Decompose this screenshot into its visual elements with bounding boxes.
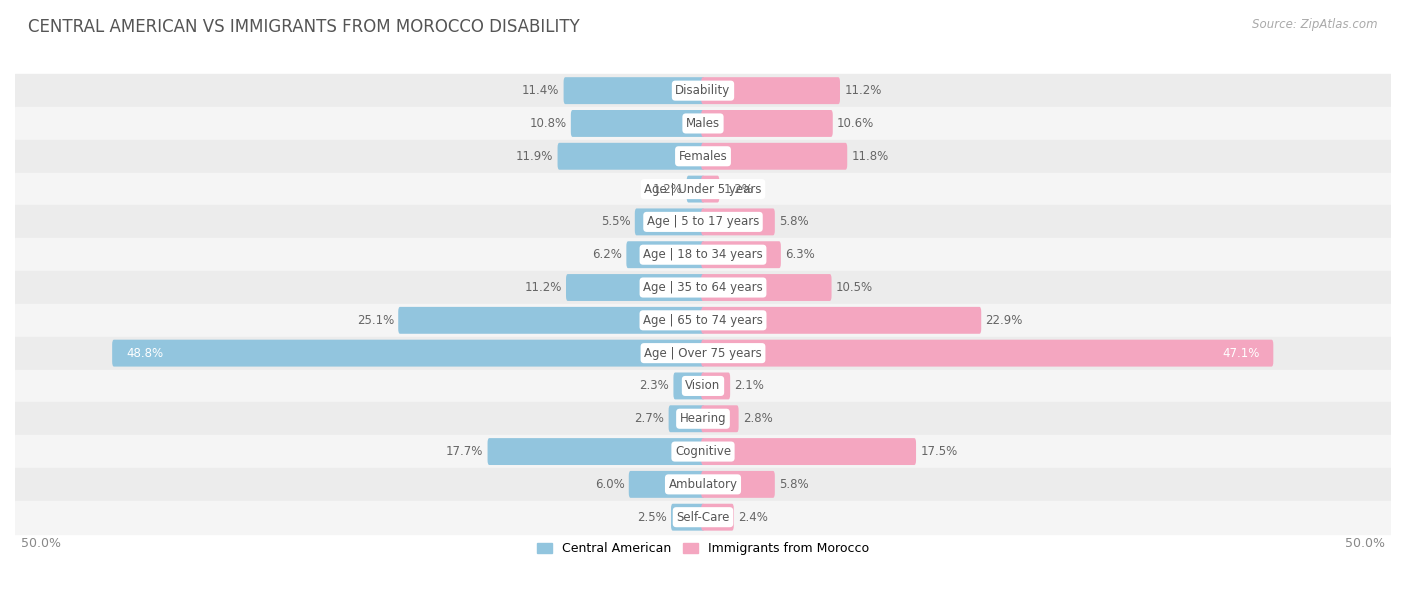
Text: 5.8%: 5.8%	[779, 215, 808, 228]
Text: 5.5%: 5.5%	[600, 215, 630, 228]
Text: 5.8%: 5.8%	[779, 478, 808, 491]
FancyBboxPatch shape	[702, 77, 839, 104]
FancyBboxPatch shape	[702, 405, 738, 432]
Text: Source: ZipAtlas.com: Source: ZipAtlas.com	[1253, 18, 1378, 31]
FancyBboxPatch shape	[702, 307, 981, 334]
FancyBboxPatch shape	[673, 373, 704, 400]
Text: 2.7%: 2.7%	[634, 412, 665, 425]
FancyBboxPatch shape	[702, 340, 1274, 367]
Text: 1.2%: 1.2%	[724, 182, 754, 196]
Text: 2.3%: 2.3%	[640, 379, 669, 392]
Text: Cognitive: Cognitive	[675, 445, 731, 458]
Text: Age | 5 to 17 years: Age | 5 to 17 years	[647, 215, 759, 228]
FancyBboxPatch shape	[112, 340, 704, 367]
Legend: Central American, Immigrants from Morocco: Central American, Immigrants from Morocc…	[531, 537, 875, 560]
FancyBboxPatch shape	[702, 438, 917, 465]
Bar	[15, 271, 1391, 304]
Text: 48.8%: 48.8%	[127, 346, 163, 360]
FancyBboxPatch shape	[571, 110, 704, 137]
Text: Age | 18 to 34 years: Age | 18 to 34 years	[643, 248, 763, 261]
Text: 10.8%: 10.8%	[530, 117, 567, 130]
Bar	[15, 435, 1391, 468]
Text: 2.1%: 2.1%	[734, 379, 765, 392]
Text: 50.0%: 50.0%	[1346, 537, 1385, 550]
Text: Vision: Vision	[685, 379, 721, 392]
Text: 50.0%: 50.0%	[21, 537, 60, 550]
FancyBboxPatch shape	[702, 504, 734, 531]
Text: 10.5%: 10.5%	[835, 281, 873, 294]
Text: CENTRAL AMERICAN VS IMMIGRANTS FROM MOROCCO DISABILITY: CENTRAL AMERICAN VS IMMIGRANTS FROM MORO…	[28, 18, 579, 36]
Text: Age | Under 5 years: Age | Under 5 years	[644, 182, 762, 196]
Text: 11.2%: 11.2%	[844, 84, 882, 97]
Bar	[15, 501, 1391, 534]
Text: 2.4%: 2.4%	[738, 510, 768, 524]
Bar	[15, 468, 1391, 501]
FancyBboxPatch shape	[702, 471, 775, 498]
Text: 17.7%: 17.7%	[446, 445, 484, 458]
Text: 10.6%: 10.6%	[837, 117, 875, 130]
Text: 6.0%: 6.0%	[595, 478, 624, 491]
Text: 11.2%: 11.2%	[524, 281, 562, 294]
FancyBboxPatch shape	[702, 241, 780, 268]
FancyBboxPatch shape	[702, 209, 775, 236]
Text: 17.5%: 17.5%	[921, 445, 957, 458]
Text: 11.8%: 11.8%	[852, 150, 889, 163]
FancyBboxPatch shape	[626, 241, 704, 268]
Text: 6.3%: 6.3%	[785, 248, 815, 261]
Text: 11.4%: 11.4%	[522, 84, 560, 97]
FancyBboxPatch shape	[669, 405, 704, 432]
Text: Males: Males	[686, 117, 720, 130]
Text: 47.1%: 47.1%	[1222, 346, 1260, 360]
Bar	[15, 173, 1391, 206]
Bar	[15, 206, 1391, 238]
FancyBboxPatch shape	[702, 274, 831, 301]
FancyBboxPatch shape	[398, 307, 704, 334]
Bar	[15, 337, 1391, 370]
Text: Hearing: Hearing	[679, 412, 727, 425]
FancyBboxPatch shape	[702, 176, 720, 203]
Text: 6.2%: 6.2%	[592, 248, 621, 261]
Text: Age | Over 75 years: Age | Over 75 years	[644, 346, 762, 360]
Text: Ambulatory: Ambulatory	[668, 478, 738, 491]
Bar	[15, 238, 1391, 271]
Text: Self-Care: Self-Care	[676, 510, 730, 524]
Text: Age | 35 to 64 years: Age | 35 to 64 years	[643, 281, 763, 294]
FancyBboxPatch shape	[558, 143, 704, 170]
Text: 22.9%: 22.9%	[986, 314, 1022, 327]
Bar	[15, 304, 1391, 337]
FancyBboxPatch shape	[488, 438, 704, 465]
Bar	[15, 107, 1391, 140]
Text: Age | 65 to 74 years: Age | 65 to 74 years	[643, 314, 763, 327]
FancyBboxPatch shape	[634, 209, 704, 236]
FancyBboxPatch shape	[686, 176, 704, 203]
Bar	[15, 370, 1391, 402]
FancyBboxPatch shape	[702, 373, 730, 400]
Bar	[15, 402, 1391, 435]
Text: 11.9%: 11.9%	[516, 150, 554, 163]
Text: 2.5%: 2.5%	[637, 510, 666, 524]
Text: Females: Females	[679, 150, 727, 163]
Text: 1.2%: 1.2%	[652, 182, 682, 196]
Text: 2.8%: 2.8%	[742, 412, 772, 425]
Text: 25.1%: 25.1%	[357, 314, 394, 327]
FancyBboxPatch shape	[564, 77, 704, 104]
FancyBboxPatch shape	[628, 471, 704, 498]
Bar	[15, 140, 1391, 173]
FancyBboxPatch shape	[702, 110, 832, 137]
Text: Disability: Disability	[675, 84, 731, 97]
Bar	[15, 74, 1391, 107]
FancyBboxPatch shape	[702, 143, 848, 170]
FancyBboxPatch shape	[671, 504, 704, 531]
FancyBboxPatch shape	[567, 274, 704, 301]
